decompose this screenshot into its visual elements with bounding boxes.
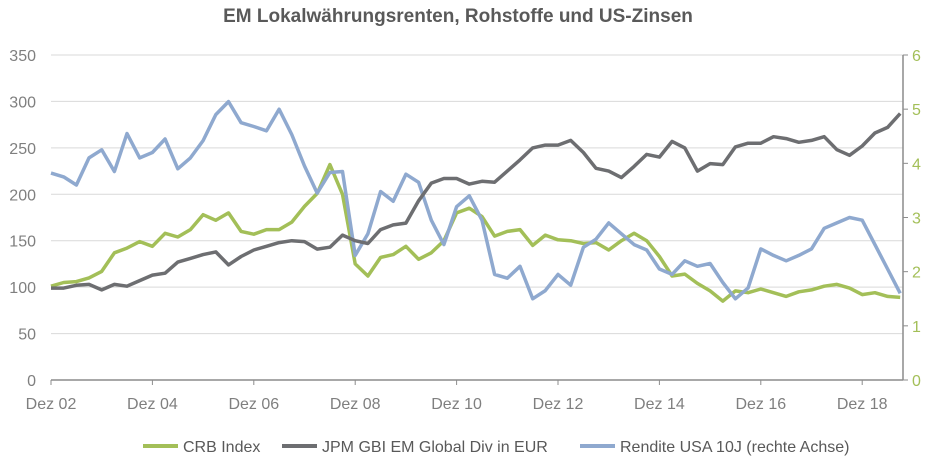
y-tick-label: 250 bbox=[9, 141, 36, 158]
y-tick-label: 50 bbox=[18, 327, 36, 344]
y2-tick-label: 6 bbox=[912, 48, 921, 65]
y-tick-label: 200 bbox=[9, 187, 36, 204]
axes: 0 50 100 150 200 250 300 350 0 1 2 3 4 5 6 Dez 02 Dez 04… bbox=[9, 48, 921, 413]
y2-tick-label: 0 bbox=[912, 373, 921, 390]
y-tick-label: 100 bbox=[9, 280, 36, 297]
y-tick-label: 0 bbox=[27, 373, 36, 390]
y-tick-label: 300 bbox=[9, 94, 36, 111]
series-line-2 bbox=[51, 112, 902, 292]
legend-label: JPM GBI EM Global Div in EUR bbox=[322, 439, 548, 456]
y-tick-label: 150 bbox=[9, 234, 36, 251]
x-tick-label: Dez 16 bbox=[735, 396, 786, 413]
legend: CRB Index JPM GBI EM Global Div in EUR Ren… bbox=[143, 439, 849, 456]
x-tick-label: Dez 14 bbox=[634, 396, 685, 413]
x-tick-label: Dez 02 bbox=[26, 396, 77, 413]
series-line-3 bbox=[50, 99, 902, 301]
x-tick-label: Dez 04 bbox=[127, 396, 178, 413]
y2-tick-label: 5 bbox=[912, 102, 921, 119]
legend-label: Rendite USA 10J (rechte Achse) bbox=[620, 439, 849, 456]
y2-tick-label: 1 bbox=[912, 319, 921, 336]
series-lines bbox=[50, 99, 902, 303]
gridlines bbox=[51, 54, 903, 335]
y2-tick-label: 2 bbox=[912, 265, 921, 282]
x-tick-label: Dez 10 bbox=[431, 396, 482, 413]
y2-tick-label: 3 bbox=[912, 211, 921, 228]
series-line-1 bbox=[50, 162, 901, 303]
x-tick-label: Dez 06 bbox=[228, 396, 279, 413]
x-tick-label: Dez 12 bbox=[533, 396, 584, 413]
chart-title: EM Lokalwährungsrenten, Rohstoffe und US… bbox=[223, 6, 693, 27]
legend-label: CRB Index bbox=[183, 439, 260, 456]
x-tick-label: Dez 08 bbox=[330, 396, 381, 413]
x-tick-label: Dez 18 bbox=[837, 396, 888, 413]
y-tick-label: 350 bbox=[9, 48, 36, 65]
y2-tick-label: 4 bbox=[912, 156, 921, 173]
